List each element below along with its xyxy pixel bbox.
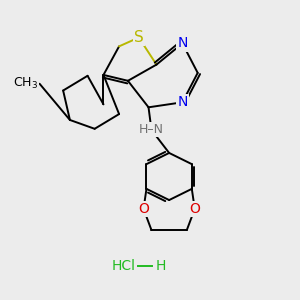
Text: HCl: HCl: [111, 259, 135, 273]
Text: O: O: [138, 202, 149, 216]
Text: H: H: [155, 259, 166, 273]
Text: H–N: H–N: [139, 124, 164, 136]
Text: S: S: [134, 30, 144, 45]
Text: O: O: [189, 202, 200, 216]
Text: CH$_3$: CH$_3$: [13, 76, 38, 91]
Text: N: N: [177, 36, 188, 50]
Text: N: N: [177, 95, 188, 109]
